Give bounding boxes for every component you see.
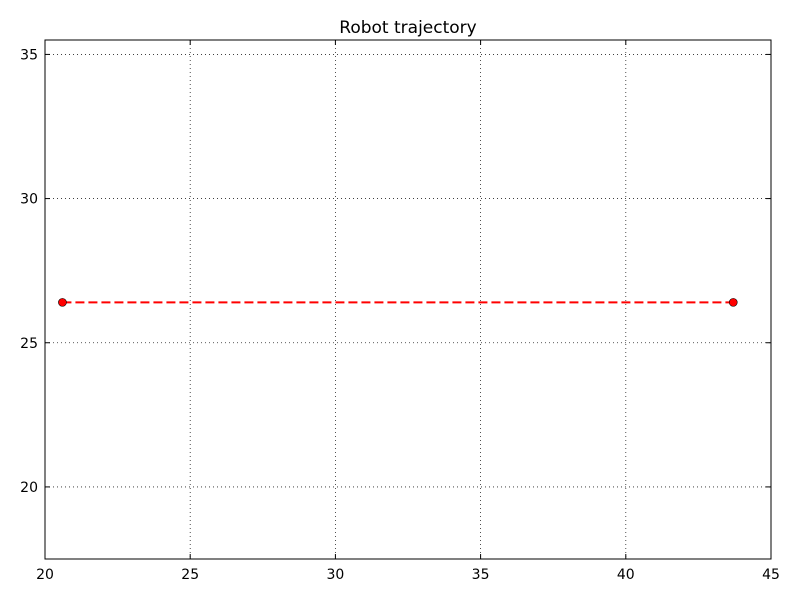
axes-frame (44, 39, 772, 560)
trajectory-point (728, 298, 738, 307)
chart-title: Robot trajectory (339, 18, 476, 38)
x-tick-label: 20 (36, 567, 54, 583)
x-tick-label: 40 (617, 567, 635, 583)
y-tick-label: 25 (20, 336, 38, 352)
y-tick-label: 35 (20, 47, 38, 63)
grid-layer (45, 40, 771, 559)
y-tick-label: 20 (20, 480, 38, 496)
x-tick-label: 25 (181, 567, 199, 583)
x-tick-label: 45 (762, 567, 780, 583)
x-tick-label: 35 (472, 567, 490, 583)
series-layer (58, 298, 738, 307)
y-tick-label: 30 (20, 192, 38, 208)
trajectory-point (58, 298, 67, 307)
x-tick-label: 30 (326, 567, 344, 583)
tick-layer: 20 25 30 35 40 45 20 25 30 35 (20, 40, 780, 583)
